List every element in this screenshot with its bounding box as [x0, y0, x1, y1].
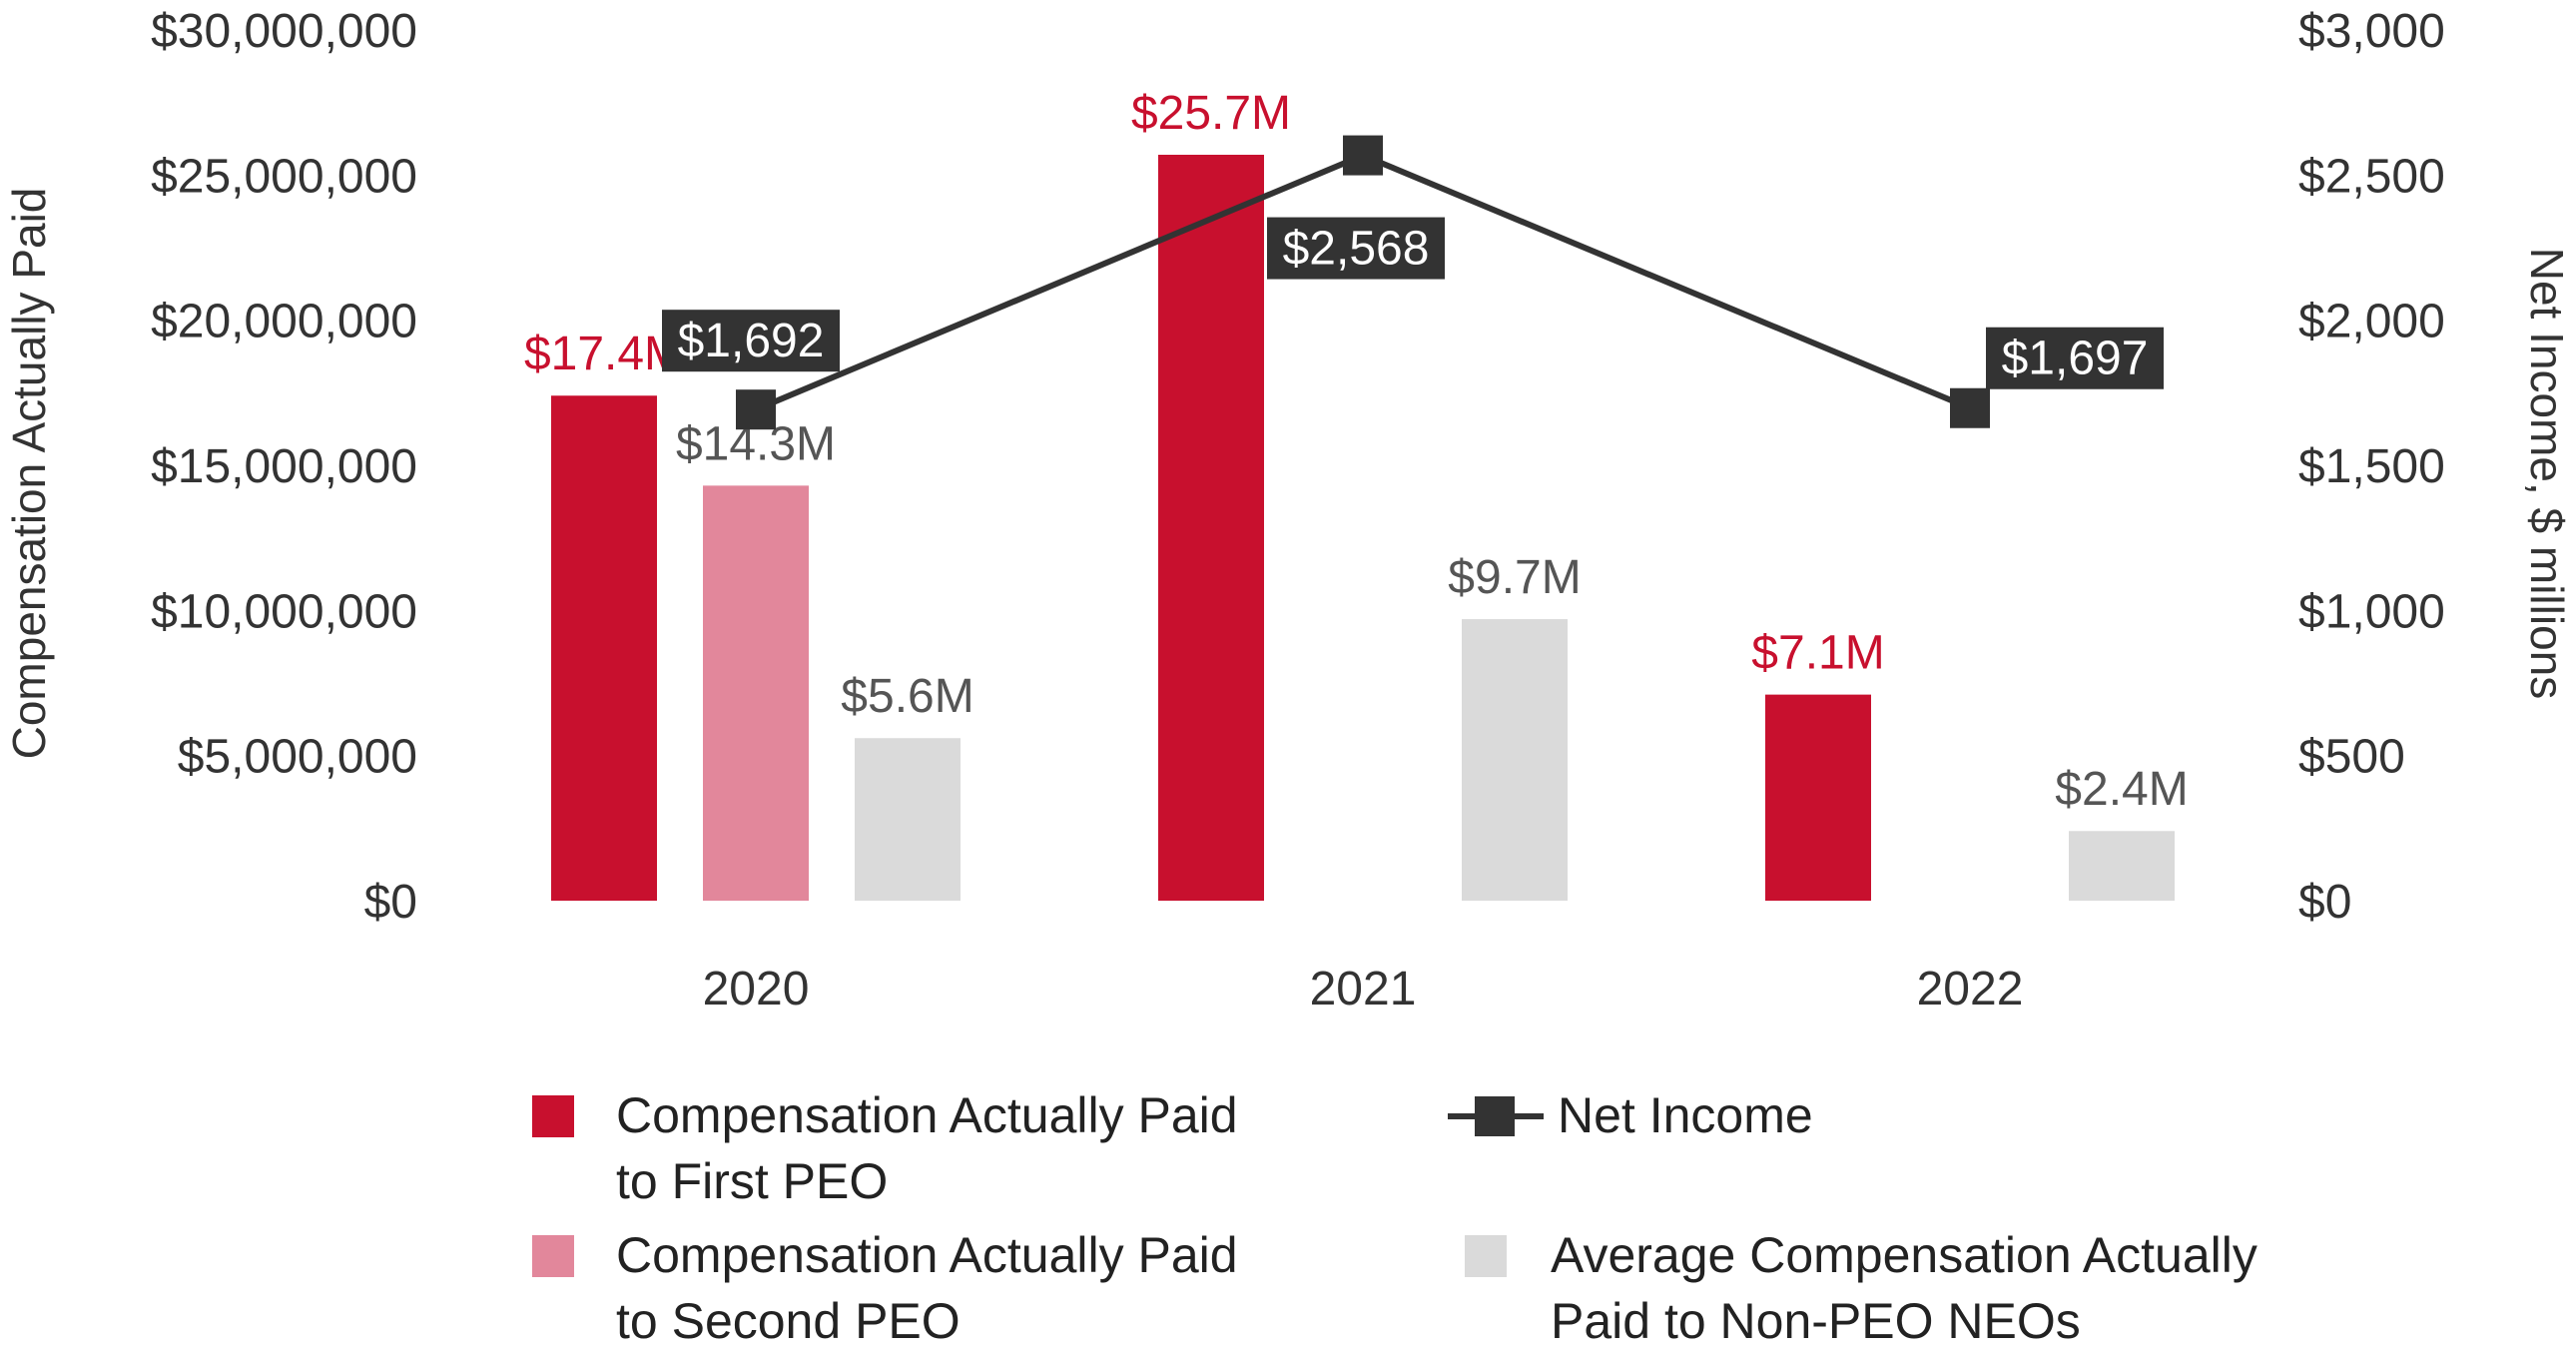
bar [551, 395, 657, 901]
net-income-label-box [1267, 217, 1445, 280]
net-income-marker [736, 389, 776, 430]
legend-swatch-second-peo [532, 1235, 574, 1277]
legend-label-second-peo-line2: to Second PEO [616, 1293, 961, 1349]
bar [1765, 694, 1871, 901]
bar [2069, 831, 2175, 901]
bar-data-label: $25.7M [1131, 87, 1291, 140]
legend-label-net-income: Net Income [1558, 1087, 1813, 1143]
legend-swatch-net-income [1448, 1096, 1544, 1136]
left-tick-label: $10,000,000 [151, 585, 417, 638]
net-income-line-layer: $1,692 $2,568 $1,697 [662, 135, 2164, 430]
bar [855, 738, 961, 901]
right-tick-label: $1,500 [2298, 440, 2445, 493]
right-tick-label: $1,000 [2298, 585, 2445, 638]
right-tick-label: $2,500 [2298, 150, 2445, 203]
bar-data-label: $17.4M [524, 328, 684, 380]
net-income-label-box [662, 310, 840, 372]
right-tick-label: $500 [2298, 731, 2405, 784]
bar-data-label: $7.1M [1751, 627, 1884, 680]
net-income-data-label: $1,697 [2002, 333, 2149, 385]
bar [1462, 619, 1568, 901]
bar [1158, 154, 1264, 901]
left-tick-label: $30,000,000 [151, 5, 417, 58]
legend-label-second-peo-line1: Compensation Actually Paid [616, 1227, 1238, 1283]
legend-swatch-first-peo [532, 1095, 574, 1137]
net-income-marker [1950, 387, 1990, 428]
left-tick-label: $0 [364, 876, 417, 929]
net-income-data-label: $2,568 [1283, 223, 1430, 276]
x-tick-label: 2021 [1310, 963, 1417, 1016]
left-tick-label: $20,000,000 [151, 296, 417, 348]
right-tick-label: $3,000 [2298, 5, 2445, 58]
bars [551, 154, 2175, 901]
bar [703, 485, 809, 901]
bar-data-label: $5.6M [841, 670, 973, 723]
bar-data-label: $2.4M [2055, 763, 2188, 816]
x-axis-labels: 2020 2021 2022 [703, 963, 2024, 1016]
legend-swatch-non-peo [1465, 1235, 1507, 1277]
left-axis-title: Compensation Actually Paid [3, 188, 55, 760]
right-axis-ticks: $0 $500 $1,000 $1,500 $2,000 $2,500 $3,000 [2298, 5, 2445, 929]
left-tick-label: $15,000,000 [151, 440, 417, 493]
legend-label-first-peo-line2: to First PEO [616, 1153, 889, 1209]
right-axis-title: Net Income, $ millions [2521, 248, 2573, 700]
bar-data-label: $9.7M [1448, 551, 1581, 604]
x-tick-label: 2022 [1917, 963, 2024, 1016]
right-tick-label: $2,000 [2298, 296, 2445, 348]
legend-label-non-peo-line2: Paid to Non-PEO NEOs [1551, 1293, 2081, 1349]
legend-label-non-peo-line1: Average Compensation Actually [1551, 1227, 2257, 1283]
net-income-data-label: $1,692 [678, 315, 825, 367]
left-tick-label: $25,000,000 [151, 150, 417, 203]
right-tick-label: $0 [2298, 876, 2351, 929]
left-axis-ticks: $0 $5,000,000 $10,000,000 $15,000,000 $20,00… [151, 5, 417, 929]
net-income-marker [1343, 135, 1383, 176]
x-tick-label: 2020 [703, 963, 810, 1016]
legend-label-first-peo-line1: Compensation Actually Paid [616, 1087, 1238, 1143]
left-tick-label: $5,000,000 [178, 731, 417, 784]
net-income-label-box [1986, 327, 2164, 389]
